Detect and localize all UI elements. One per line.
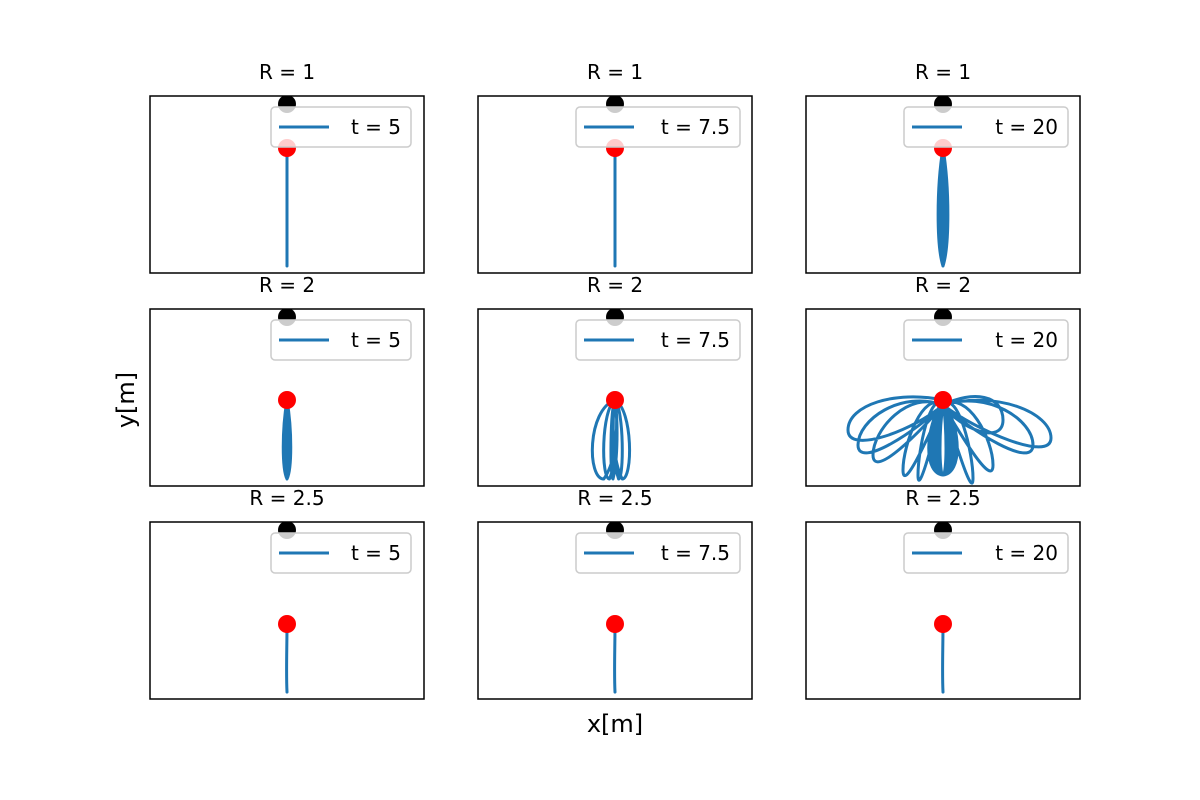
legend-label: t = 5	[351, 328, 401, 352]
subplot-title: R = 1	[587, 60, 643, 84]
axes-frame	[805, 308, 1081, 487]
axes-frame	[805, 95, 1081, 274]
subplot: t = 7.5 R = 1	[477, 60, 753, 274]
bob-point	[606, 615, 624, 633]
subplot-title: R = 2	[259, 273, 315, 297]
subplot-title: R = 2.5	[577, 486, 652, 510]
legend-label: t = 20	[995, 115, 1058, 139]
axes-frame	[149, 521, 425, 700]
trajectory-line	[590, 398, 632, 481]
axes-frame	[477, 521, 753, 700]
subplot-title: R = 2.5	[905, 486, 980, 510]
axes-frame	[477, 95, 753, 274]
y-axis-label: y[m]	[112, 372, 140, 428]
subplot-title: R = 2	[587, 273, 643, 297]
legend-box	[903, 319, 1069, 361]
x-axis-label: x[m]	[587, 710, 643, 738]
subplot: t = 7.5 R = 2.5	[477, 486, 753, 700]
trajectory-line	[281, 398, 293, 481]
legend-label: t = 7.5	[661, 328, 730, 352]
bob-point	[934, 615, 952, 633]
subplot: t = 20 R = 2	[805, 273, 1081, 487]
legend-box	[575, 106, 741, 148]
legend-label: t = 7.5	[661, 115, 730, 139]
axes-frame	[805, 521, 1081, 700]
subplot: t = 20 R = 1	[805, 60, 1081, 274]
subplot: t = 5 R = 2.5	[149, 486, 425, 700]
trajectory-line	[936, 146, 950, 268]
legend-box	[270, 106, 412, 148]
axes-frame	[477, 308, 753, 487]
bob-point	[278, 391, 296, 409]
subplot-title: R = 1	[915, 60, 971, 84]
axes-frame	[149, 95, 425, 274]
plot-area	[278, 309, 296, 481]
legend-box	[903, 532, 1069, 574]
legend-label: t = 5	[351, 115, 401, 139]
subplot-title: R = 2	[915, 273, 971, 297]
bob-point	[934, 391, 952, 409]
legend-box	[270, 532, 412, 574]
legend-box	[903, 106, 1069, 148]
axes-frame	[149, 308, 425, 487]
subplot: t = 20 R = 2.5	[805, 486, 1081, 700]
subplot-title: R = 1	[259, 60, 315, 84]
legend-label: t = 20	[995, 328, 1058, 352]
legend-label: t = 7.5	[661, 541, 730, 565]
bob-point	[606, 391, 624, 409]
trajectory-line	[846, 395, 1053, 485]
legend-label: t = 20	[995, 541, 1058, 565]
legend-box	[270, 319, 412, 361]
legend-box	[575, 319, 741, 361]
bob-point	[278, 615, 296, 633]
legend-box	[575, 532, 741, 574]
subplot: t = 5 R = 1	[149, 60, 425, 274]
subplot-title: R = 2.5	[249, 486, 324, 510]
subplot: t = 7.5 R = 2	[477, 273, 753, 487]
subplot-grid: t = 5 R = 1 t = 7.5 R = 1 t = 20 R = 1 t = 5 R …	[149, 60, 1081, 700]
subplot: t = 5 R = 2	[149, 273, 425, 487]
legend-label: t = 5	[351, 541, 401, 565]
